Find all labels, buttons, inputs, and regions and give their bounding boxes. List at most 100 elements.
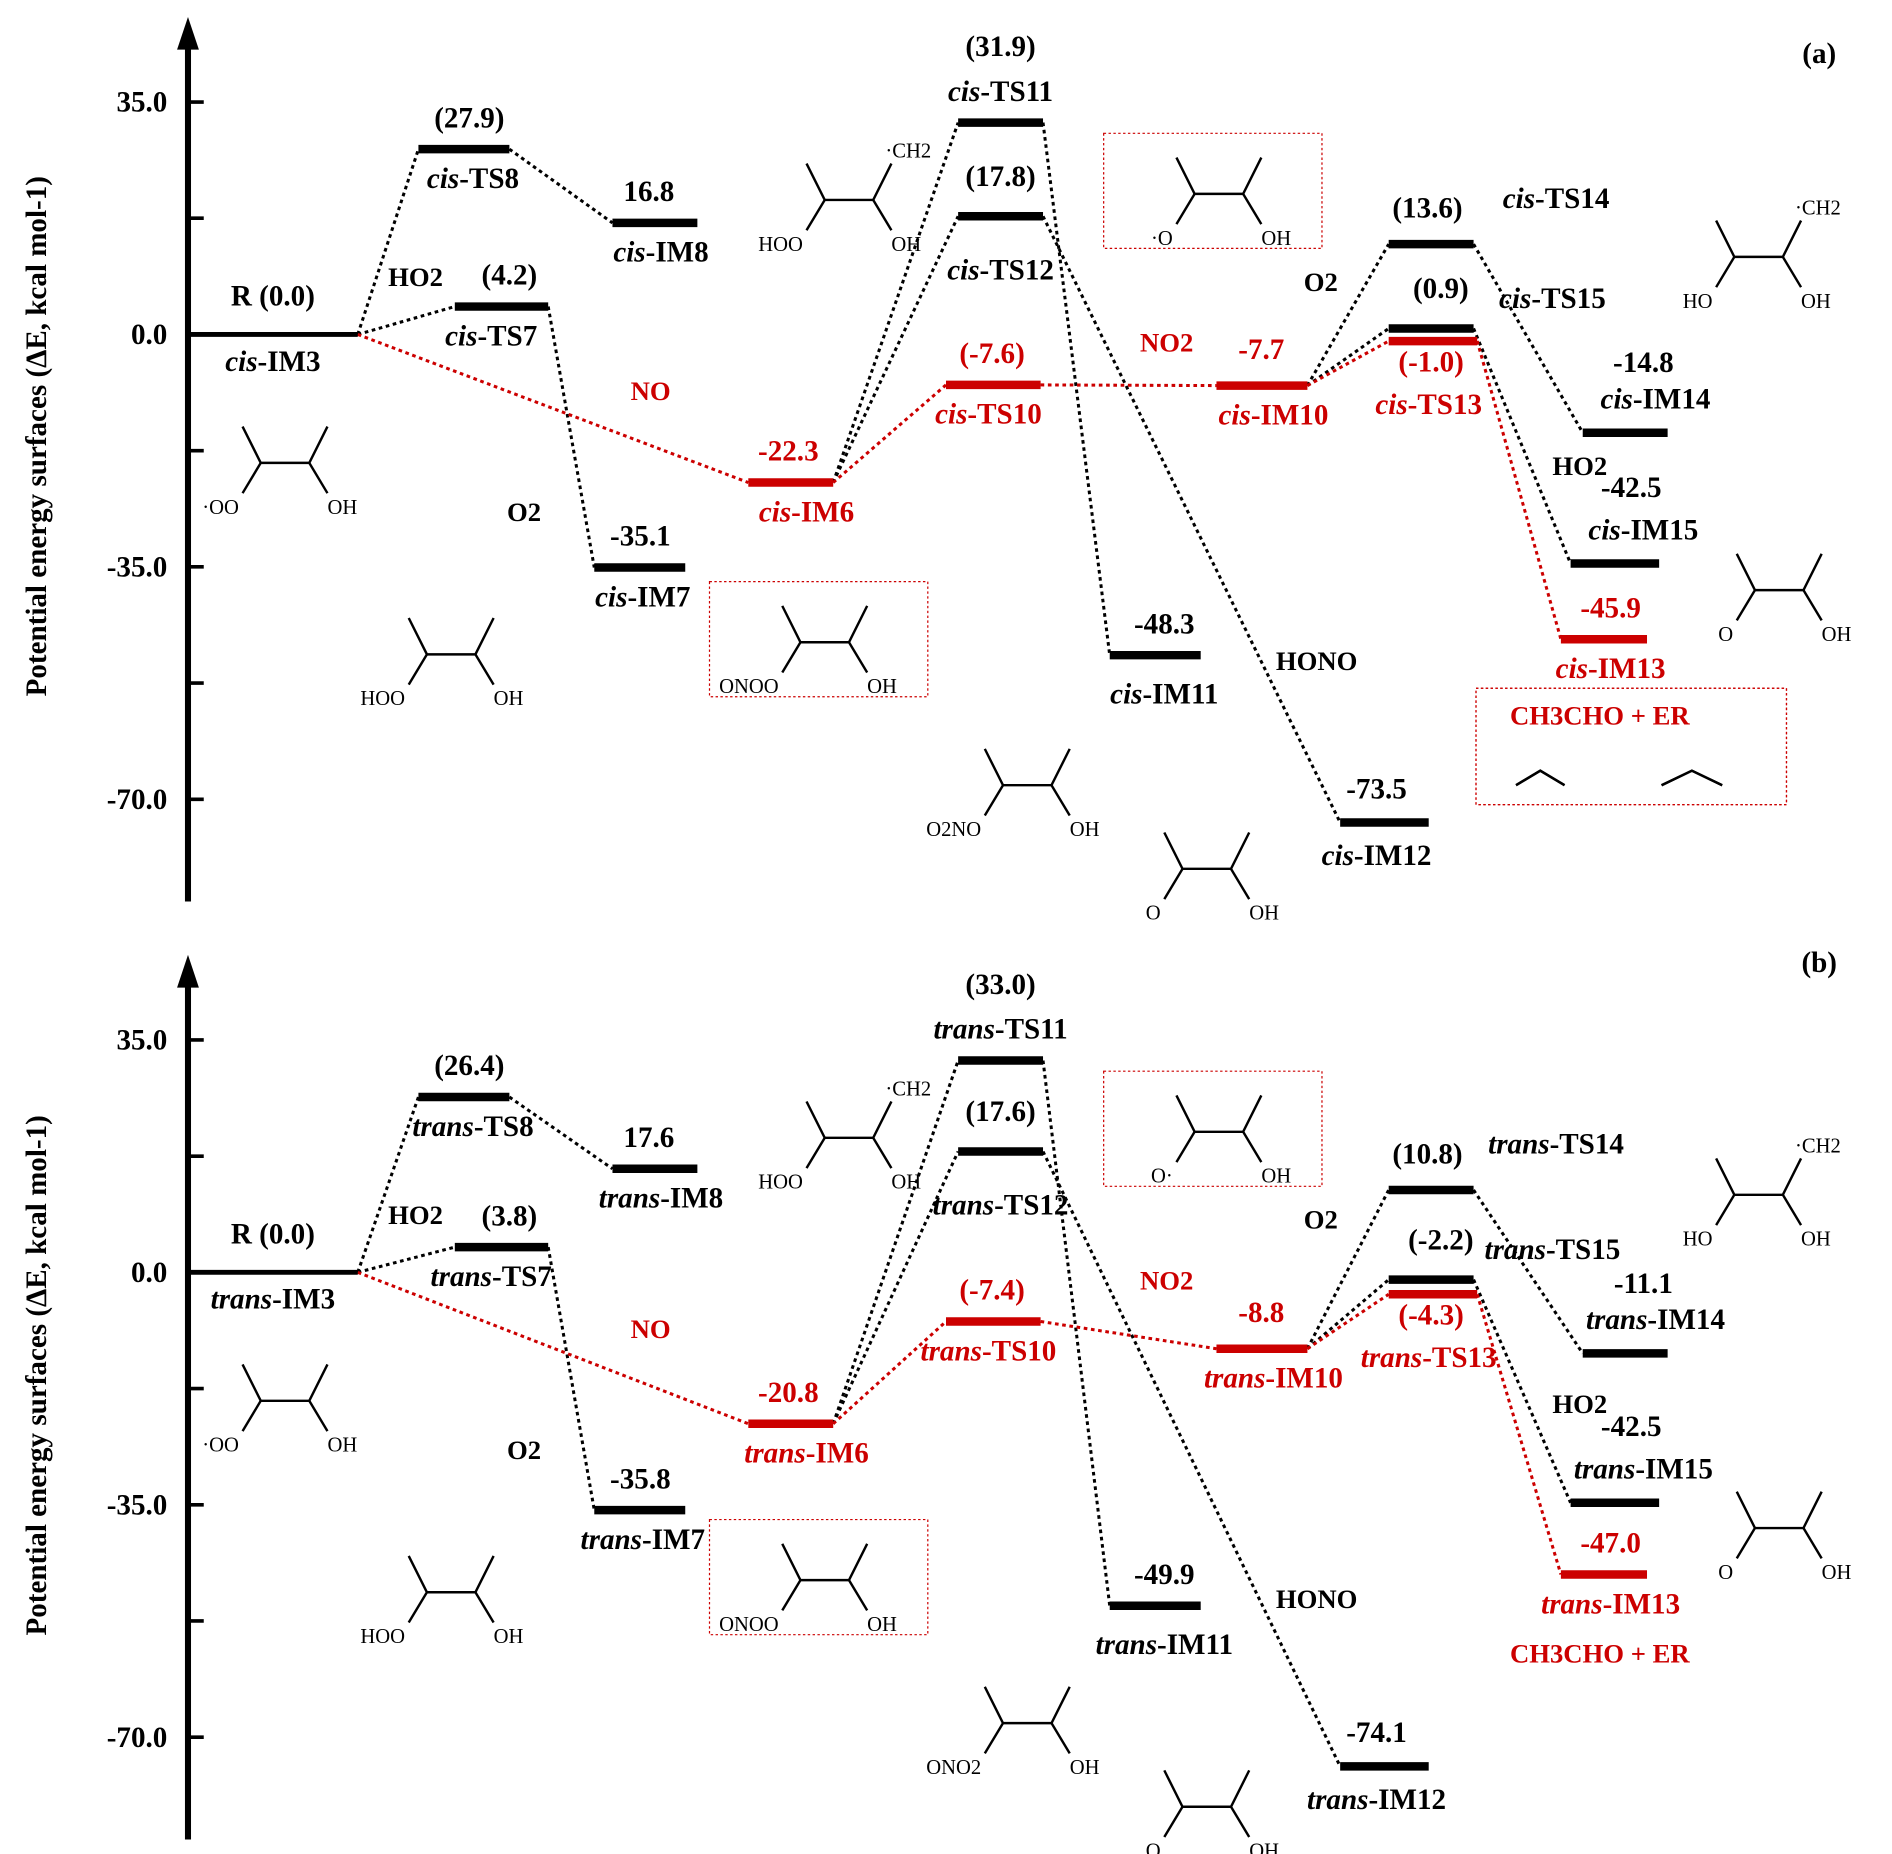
energy-value: -47.0 xyxy=(1580,1528,1641,1560)
pathway-connector xyxy=(1472,243,1585,434)
energy-value: (10.8) xyxy=(1392,1138,1462,1170)
energy-value: -49.9 xyxy=(1134,1559,1195,1591)
molecule-right-group: OH xyxy=(1249,1841,1279,1854)
y-axis-arrow-icon xyxy=(177,954,199,988)
species-label: trans-TS13 xyxy=(1361,1342,1497,1374)
molecule-bond xyxy=(241,1400,262,1432)
species-label: cis-IM6 xyxy=(759,496,854,528)
molecule-bond xyxy=(1242,193,1263,225)
species-label: trans-IM14 xyxy=(1586,1304,1725,1336)
species-ho2_a: HO2 xyxy=(388,1200,443,1230)
energy-value: (17.6) xyxy=(965,1096,1035,1128)
species-label: cis-TS7 xyxy=(445,320,537,352)
y-tick-label: 0.0 xyxy=(131,319,167,351)
molecule-top-group: ·CH2 xyxy=(885,1078,931,1100)
intermediate-box xyxy=(708,1518,929,1636)
pathway-connector xyxy=(356,148,420,335)
molecule-bond xyxy=(781,641,802,674)
species-label: trans-IM3 xyxy=(211,1284,335,1316)
pathway-connector xyxy=(1040,1319,1217,1351)
species-label: cis-IM11 xyxy=(1110,679,1218,711)
pathway-connector xyxy=(1472,327,1573,565)
energy-value: -22.3 xyxy=(758,436,819,468)
species-label: cis-IM7 xyxy=(595,581,690,613)
molecule-bond xyxy=(1802,1527,1823,1559)
molecule-bond xyxy=(983,1722,1005,1755)
y-axis-label-a: Potential energy surfaces (ΔE, kcal mol-… xyxy=(21,176,53,696)
molecule-bond xyxy=(1735,589,1756,622)
energy-value: -14.8 xyxy=(1613,347,1674,379)
molecule-right-group: OH xyxy=(1070,819,1100,841)
molecule-left-group: O xyxy=(1146,1841,1161,1854)
molecule-skeleton xyxy=(1735,1491,1823,1530)
energy-value: R (0.0) xyxy=(231,280,315,312)
molecule-bond xyxy=(805,199,826,231)
molecule-left-group: O2NO xyxy=(926,819,981,841)
molecule-skeleton xyxy=(407,1555,495,1594)
species-label: trans-IM12 xyxy=(1307,1784,1446,1816)
panel-tag-b: (b) xyxy=(1801,947,1837,979)
radical-structure xyxy=(1661,769,1723,787)
y-axis-arrow-icon xyxy=(177,16,199,50)
molecule-bond xyxy=(241,462,262,494)
molecule-right-group: OH xyxy=(494,1626,524,1648)
species-hono: HONO xyxy=(1276,646,1357,676)
molecule-bond xyxy=(308,462,329,494)
species-ho2_b: HO2 xyxy=(1552,451,1607,481)
energy-value: (3.8) xyxy=(482,1200,538,1232)
pathway-connector xyxy=(1040,383,1217,388)
molecule-right-group: OH xyxy=(327,497,357,519)
acetaldehyde-structure xyxy=(1515,769,1566,787)
species-hono: HONO xyxy=(1276,1584,1357,1614)
species-label: trans-TS15 xyxy=(1484,1234,1620,1266)
species-no2: NO2 xyxy=(1140,327,1193,357)
energy-value: (0.9) xyxy=(1413,273,1469,305)
species-o2_a: O2 xyxy=(507,497,541,527)
molecule-bond xyxy=(1175,1131,1196,1163)
species-ho2_a: HO2 xyxy=(388,262,443,292)
species-label: cis-IM8 xyxy=(613,237,708,269)
molecule-bond xyxy=(1050,784,1071,817)
species-label: trans-TS14 xyxy=(1488,1129,1624,1161)
pathway-connector xyxy=(1472,1189,1584,1355)
species-label: cis-TS15 xyxy=(1499,283,1606,315)
molecule-bond xyxy=(1242,1131,1263,1163)
species-label: trans-IM13 xyxy=(1541,1588,1680,1620)
species-label: trans-TS11 xyxy=(933,1014,1067,1046)
products-box xyxy=(1475,687,1788,806)
pathway-connector xyxy=(1041,1060,1112,1606)
molecule-left-group: O xyxy=(1718,1562,1733,1584)
species-o2_b: O2 xyxy=(1304,267,1338,297)
molecule-left-group: O· xyxy=(1151,1166,1173,1188)
species-no: NO xyxy=(631,1314,671,1344)
species-products: CH3CHO + ER xyxy=(1510,1639,1690,1669)
pathway-connector xyxy=(1306,243,1390,387)
pathway-connector xyxy=(1041,122,1112,656)
species-label: trans-IM8 xyxy=(599,1183,723,1215)
panel-tag-a: (a) xyxy=(1802,38,1836,70)
species-o2_a: O2 xyxy=(507,1435,541,1465)
molecule-bond xyxy=(1175,193,1196,225)
molecule-skeleton xyxy=(1715,1157,1803,1197)
molecule-left-group: ·OO xyxy=(202,497,239,519)
species-ho2_b: HO2 xyxy=(1552,1389,1607,1419)
panel-a: 35.0 0.0 -35.0 -70.0 R (0.0) cis-IM3 (27.9) cis… xyxy=(107,16,1852,925)
energy-value: (-7.4) xyxy=(959,1275,1024,1307)
molecule-right-group: OH xyxy=(1801,291,1831,313)
species-label: cis-TS8 xyxy=(427,163,519,195)
species-label: cis-IM13 xyxy=(1556,653,1666,685)
y-tick-label: 35.0 xyxy=(116,87,167,119)
molecule-right-group: OH xyxy=(1261,228,1291,250)
pathway-connector xyxy=(1306,1189,1391,1350)
energy-value: R (0.0) xyxy=(231,1218,315,1250)
y-tick-label: -70.0 xyxy=(107,784,168,816)
molecule-left-group: ONO2 xyxy=(926,1757,981,1779)
molecule-skeleton xyxy=(805,1100,893,1140)
energy-value: (33.0) xyxy=(965,969,1035,1001)
molecule-skeleton xyxy=(1715,219,1803,259)
molecule-bond xyxy=(805,1137,826,1169)
energy-value: -48.3 xyxy=(1134,608,1195,640)
molecule-bond xyxy=(1163,868,1184,900)
molecule-skeleton xyxy=(1163,831,1251,871)
molecule-right-group: OH xyxy=(494,688,524,710)
